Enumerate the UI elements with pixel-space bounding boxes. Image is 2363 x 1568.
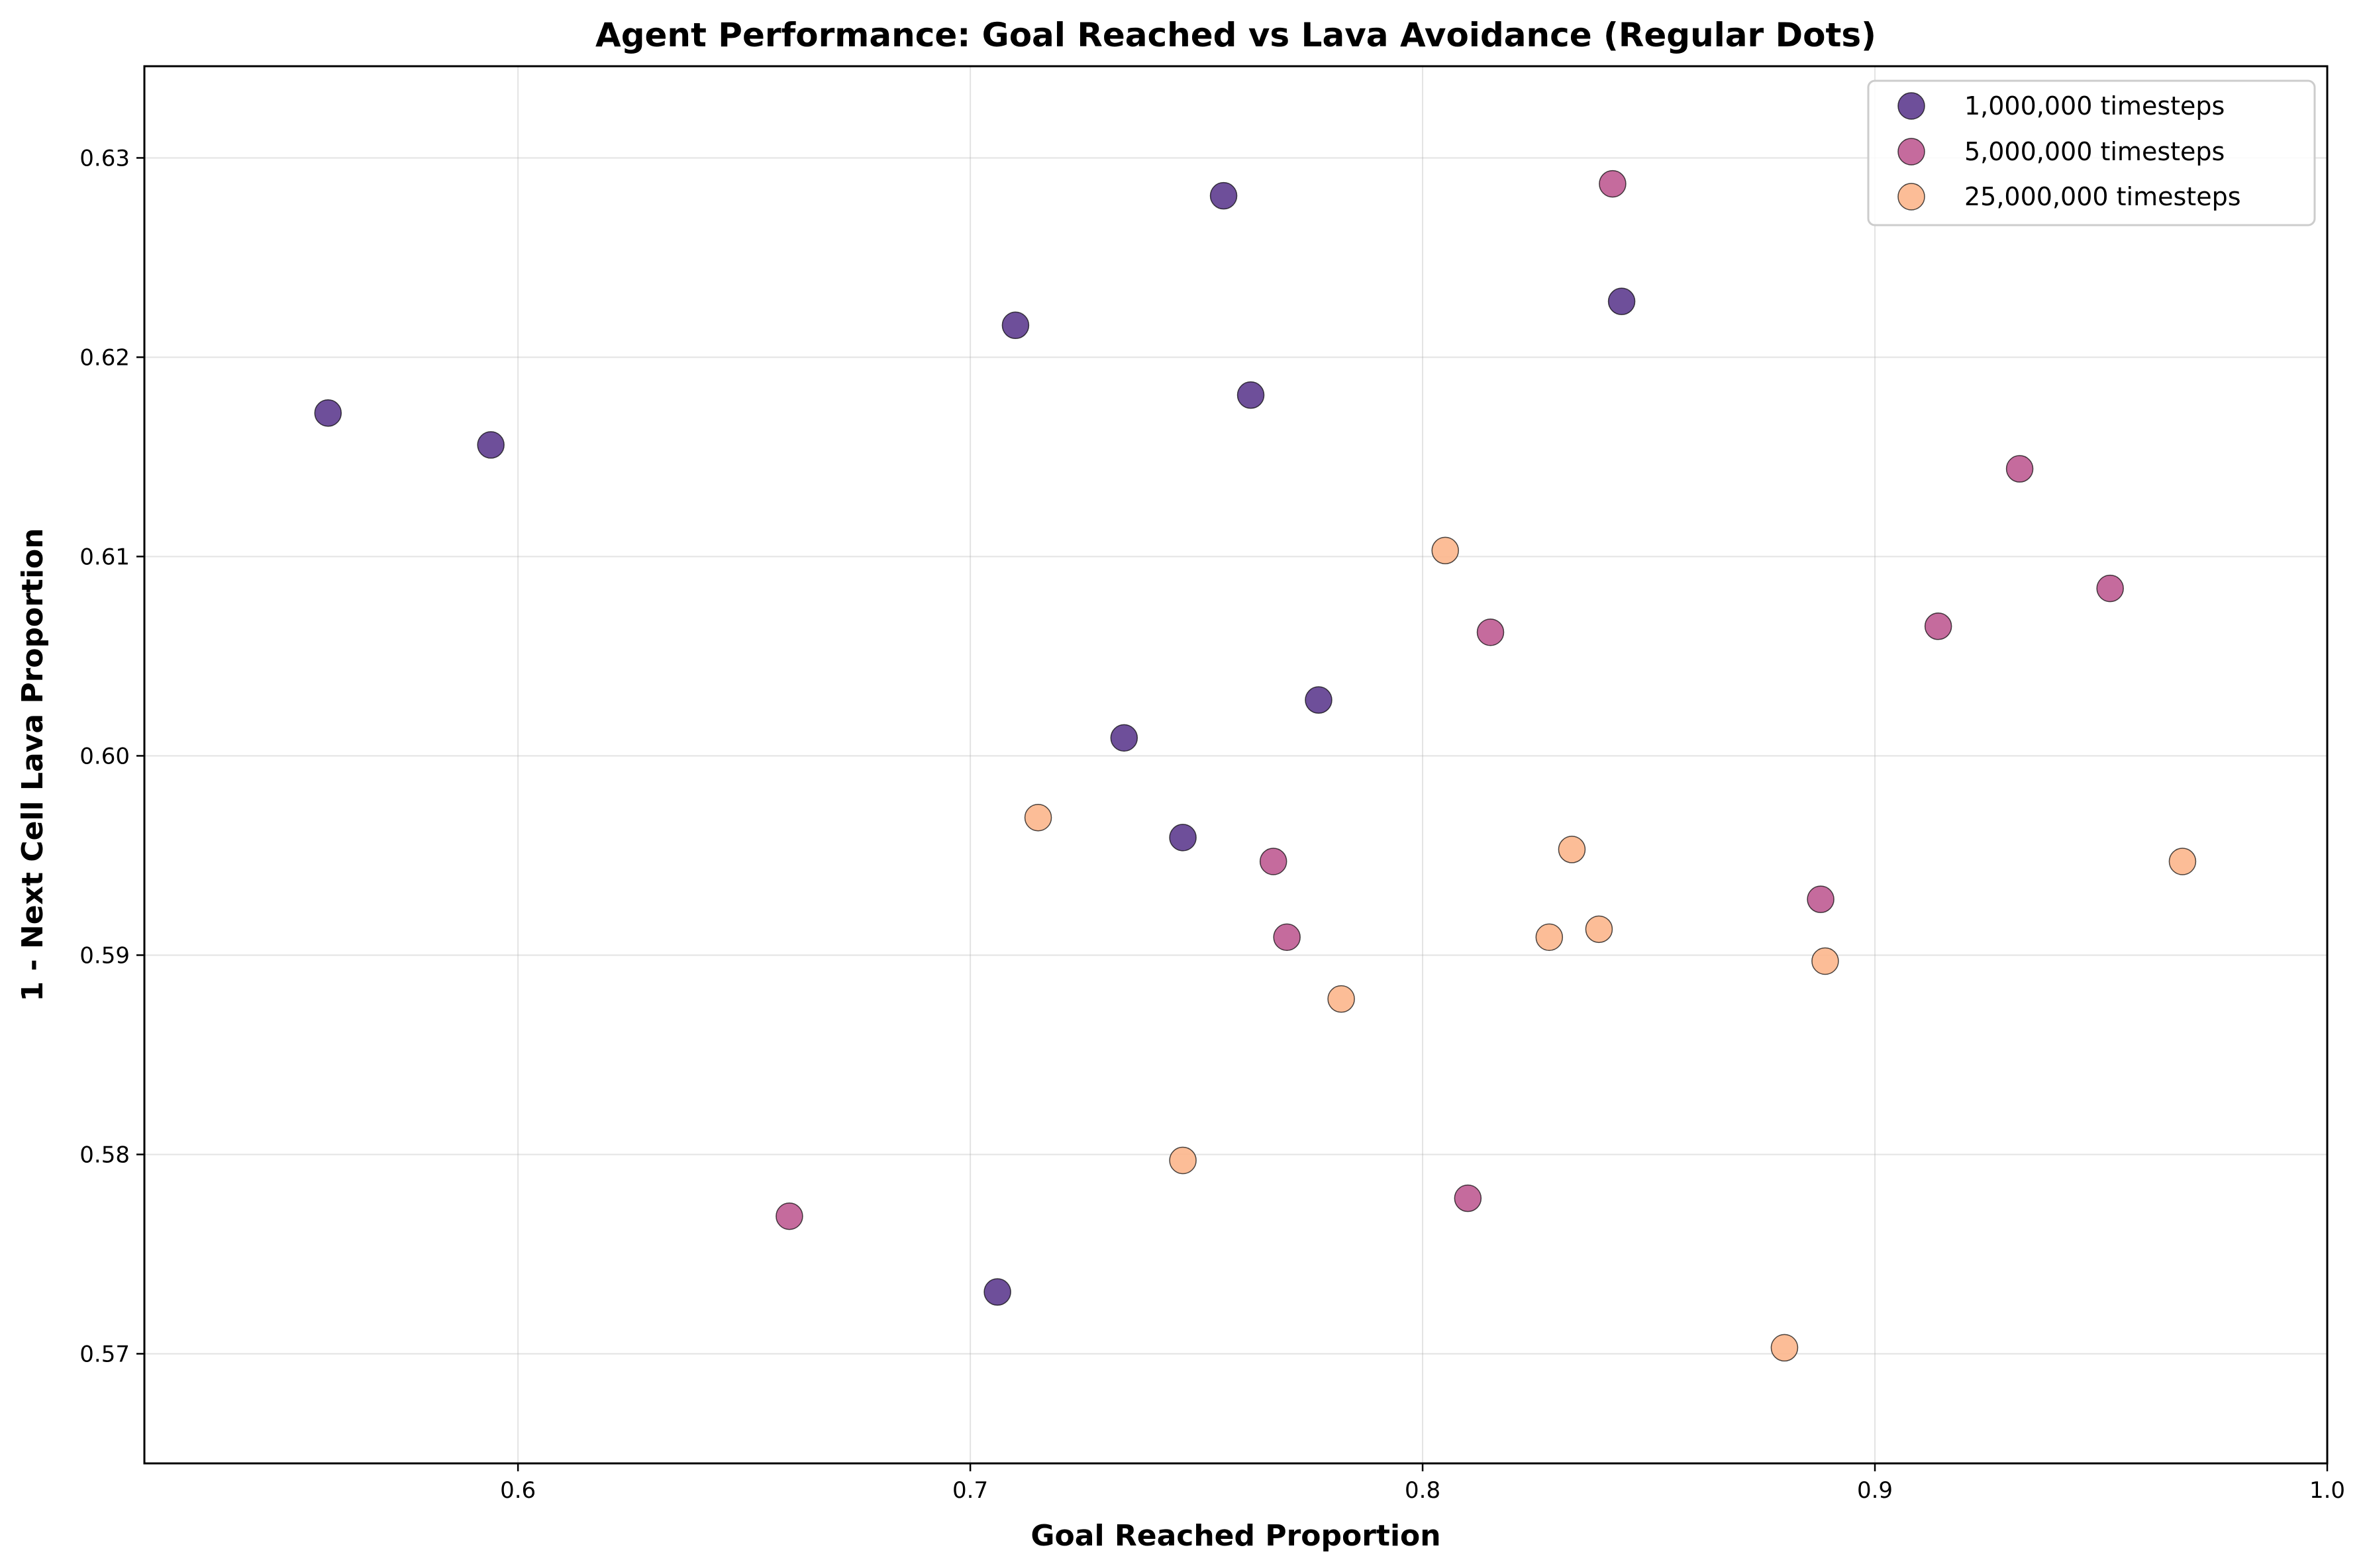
data-point (1558, 836, 1586, 863)
legend-entry: 25,000,000 timesteps (1897, 182, 2241, 211)
data-point (1807, 885, 1835, 913)
data-point (1924, 612, 1952, 640)
y-tick-label: 0.57 (79, 1341, 130, 1367)
data-point (1001, 311, 1030, 340)
legend-marker (1897, 183, 1925, 211)
data-points (314, 170, 2197, 1362)
data-point (1169, 1146, 1197, 1175)
data-point (2168, 848, 2197, 875)
data-point (776, 1202, 803, 1230)
x-tick-label: 1.0 (2309, 1477, 2345, 1504)
data-point (1811, 947, 1839, 975)
data-point (477, 431, 505, 459)
y-tick-label: 0.63 (79, 145, 130, 172)
data-point (1259, 848, 1287, 875)
legend-box (1867, 79, 2316, 226)
chart-title: Agent Performance: Goal Reached vs Lava … (595, 16, 1876, 54)
data-point (983, 1278, 1011, 1306)
x-tick-label: 0.7 (952, 1477, 988, 1504)
data-point (1431, 536, 1459, 565)
data-point (1454, 1184, 1482, 1212)
data-point (1585, 915, 1613, 944)
legend-label: 25,000,000 timesteps (1964, 182, 2241, 211)
y-tick-label: 0.62 (79, 344, 130, 371)
y-tick-label: 0.60 (79, 743, 130, 769)
plot-area-frame (143, 65, 2329, 1465)
legend: 1,000,000 timesteps 5,000,000 timesteps … (1867, 79, 2316, 226)
data-point (1110, 724, 1138, 752)
x-axis-label: Goal Reached Proportion (1031, 1519, 1440, 1553)
data-point (1327, 985, 1355, 1013)
data-point (1476, 618, 1505, 646)
data-point (1209, 181, 1238, 210)
x-tick-label: 0.9 (1857, 1477, 1893, 1504)
legend-label: 5,000,000 timesteps (1964, 137, 2225, 166)
legend-entry: 1,000,000 timesteps (1897, 91, 2225, 121)
data-point (1273, 923, 1301, 952)
data-point (1607, 287, 1636, 315)
legend-entry: 5,000,000 timesteps (1897, 137, 2225, 166)
data-point (1236, 381, 1265, 409)
data-point (1770, 1334, 1799, 1362)
data-point (1535, 923, 1564, 952)
x-tick-label: 0.6 (500, 1477, 536, 1504)
data-point (1599, 170, 1627, 198)
data-point (2096, 574, 2124, 603)
y-tick-label: 0.58 (79, 1142, 130, 1168)
data-point (1305, 686, 1332, 714)
y-tick-label: 0.59 (79, 942, 130, 969)
axis-ticks: 0.6 0.7 0.8 0.9 1.0 0.57 0.58 0.59 0.60 0.61 0.62 0… (79, 145, 2345, 1504)
legend-label: 1,000,000 timesteps (1964, 91, 2225, 121)
y-axis-label: 1 - Next Cell Lava Proportion (16, 528, 50, 1001)
legend-marker (1897, 92, 1925, 120)
y-tick-label: 0.61 (79, 544, 130, 570)
data-point (314, 399, 342, 427)
data-point (1169, 824, 1197, 852)
data-point (1024, 804, 1052, 832)
x-tick-label: 0.8 (1405, 1477, 1440, 1504)
legend-marker (1897, 138, 1925, 166)
data-point (2005, 455, 2034, 483)
